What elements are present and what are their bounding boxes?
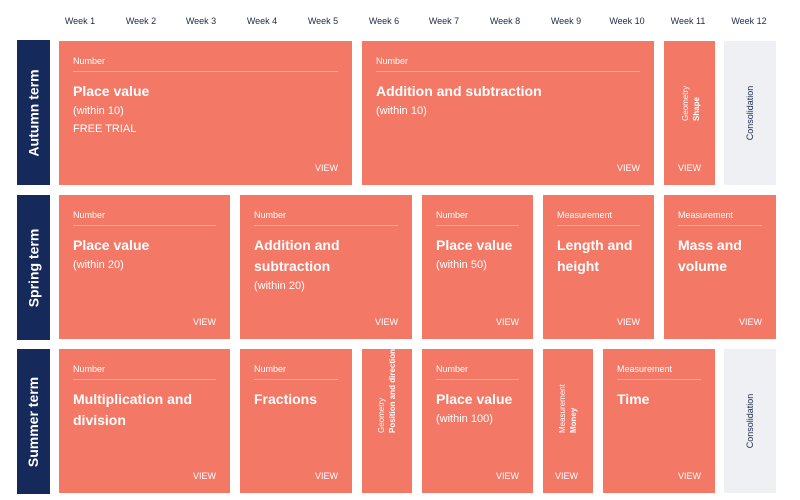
- card-title: Mass and volume: [678, 237, 742, 274]
- card-subtitle: (within 20): [73, 259, 124, 271]
- card-category: Number: [73, 364, 216, 380]
- card-title-block: Fractions: [254, 389, 342, 410]
- card-summer-position-direction[interactable]: Geometry Position and direction: [362, 349, 412, 493]
- term-label-text: Spring term: [25, 228, 42, 307]
- card-title-block: Length and height: [557, 235, 644, 277]
- week-label: Week 11: [670, 16, 706, 26]
- card-autumn-shape[interactable]: Geometry Shape VIEW: [664, 41, 715, 185]
- card-category: Measurement: [558, 384, 567, 433]
- card-summer-money[interactable]: Measurement Money VIEW: [543, 349, 593, 493]
- card-category: Number: [376, 56, 640, 72]
- card-summer-fractions[interactable]: Number Fractions VIEW: [240, 349, 352, 493]
- card-category: Number: [436, 210, 519, 226]
- card-autumn-place-value[interactable]: Number Place value (within 10) FREE TRIA…: [59, 41, 352, 185]
- week-label: Week 7: [428, 16, 460, 26]
- card-title-block: Time: [617, 389, 705, 410]
- week-label: Week 2: [125, 16, 157, 26]
- card-category: Geometry: [377, 397, 386, 433]
- free-trial-label: FREE TRIAL: [73, 123, 137, 135]
- card-title-block: Addition and subtraction (within 20): [254, 235, 402, 295]
- card-title-block: Place value (within 100): [436, 389, 523, 428]
- week-label: Week 3: [185, 16, 217, 26]
- card-subtitle: (within 10): [376, 105, 427, 117]
- term-label-text: Autumn term: [25, 68, 42, 157]
- consolidation-summer: Consolidation: [724, 349, 776, 493]
- week-label: Week 12: [731, 16, 767, 26]
- card-title-block: Addition and subtraction (within 10): [376, 81, 644, 120]
- week-label: Week 1: [64, 16, 96, 26]
- card-spring-place-value[interactable]: Number Place value (within 20) VIEW: [59, 195, 230, 339]
- card-title: Place value: [73, 237, 150, 253]
- view-link[interactable]: VIEW: [616, 317, 640, 327]
- card-category: Measurement: [557, 210, 640, 226]
- card-title: Shape: [692, 96, 701, 121]
- week-label: Week 8: [489, 16, 521, 26]
- consolidation-label: Consolidation: [745, 393, 755, 449]
- card-title: Money: [569, 407, 578, 433]
- card-spring-length-height[interactable]: Measurement Length and height VIEW: [543, 195, 654, 339]
- view-link[interactable]: VIEW: [677, 471, 701, 481]
- card-subtitle: (within 10): [73, 105, 124, 117]
- card-title-block: Multiplication and division: [73, 389, 220, 431]
- card-category: Number: [73, 56, 338, 72]
- card-category: Geometry: [681, 85, 690, 121]
- card-spring-place-value-50[interactable]: Number Place value (within 50) VIEW: [422, 195, 533, 339]
- card-title-block: Place value (within 10) FREE TRIAL: [73, 81, 342, 138]
- card-summer-multiplication-division[interactable]: Number Multiplication and division VIEW: [59, 349, 230, 493]
- view-link[interactable]: VIEW: [495, 317, 519, 327]
- card-title: Place value: [73, 83, 150, 99]
- card-title: Length and height: [557, 237, 633, 274]
- card-title: Time: [617, 391, 650, 407]
- consolidation-label: Consolidation: [745, 85, 755, 141]
- view-link[interactable]: VIEW: [192, 317, 216, 327]
- card-category: Measurement: [678, 210, 762, 226]
- card-category: Number: [73, 210, 216, 226]
- card-title: Addition and subtraction: [376, 83, 542, 99]
- term-label-spring: Spring term: [17, 195, 50, 340]
- card-category: Measurement: [617, 364, 701, 380]
- view-link[interactable]: VIEW: [738, 317, 762, 327]
- card-title-block: Place value (within 20): [73, 235, 220, 274]
- week-label: Week 4: [246, 16, 278, 26]
- consolidation-autumn: Consolidation: [724, 41, 776, 185]
- card-title-block: Place value (within 50): [436, 235, 523, 274]
- card-title-block: Mass and volume: [678, 235, 766, 277]
- card-title: Place value: [436, 237, 513, 253]
- view-link[interactable]: VIEW: [374, 317, 398, 327]
- card-category: Number: [254, 364, 338, 380]
- card-spring-mass-volume[interactable]: Measurement Mass and volume VIEW: [664, 195, 776, 339]
- term-label-text: Summer term: [25, 376, 42, 467]
- card-vertical-label: Geometry Shape: [680, 86, 702, 121]
- card-title: Fractions: [254, 391, 318, 407]
- week-label: Week 5: [307, 16, 339, 26]
- card-vertical-label: Measurement Money: [557, 384, 579, 433]
- view-link[interactable]: VIEW: [678, 163, 702, 173]
- card-summer-place-value-100[interactable]: Number Place value (within 100) VIEW: [422, 349, 533, 493]
- view-link[interactable]: VIEW: [314, 471, 338, 481]
- card-subtitle: (within 20): [254, 280, 305, 292]
- card-vertical-label: Geometry Position and direction: [376, 349, 398, 433]
- card-subtitle: (within 50): [436, 259, 487, 271]
- view-link[interactable]: VIEW: [314, 163, 338, 173]
- card-title: Addition and subtraction: [254, 237, 340, 274]
- week-label: Week 10: [609, 16, 645, 26]
- card-summer-time[interactable]: Measurement Time VIEW: [603, 349, 715, 493]
- card-autumn-addition-subtraction[interactable]: Number Addition and subtraction (within …: [362, 41, 654, 185]
- card-title: Position and direction: [388, 348, 397, 433]
- card-subtitle: (within 100): [436, 413, 493, 425]
- view-link[interactable]: VIEW: [555, 471, 579, 481]
- view-link[interactable]: VIEW: [192, 471, 216, 481]
- card-category: Number: [436, 364, 519, 380]
- view-link[interactable]: VIEW: [616, 163, 640, 173]
- view-link[interactable]: VIEW: [495, 471, 519, 481]
- term-label-summer: Summer term: [17, 349, 50, 494]
- card-title: Multiplication and division: [73, 391, 192, 428]
- card-category: Number: [254, 210, 398, 226]
- card-spring-addition-subtraction[interactable]: Number Addition and subtraction (within …: [240, 195, 412, 339]
- term-label-autumn: Autumn term: [17, 40, 50, 185]
- week-header: Week 1 Week 2 Week 3 Week 4 Week 5 Week …: [0, 0, 800, 40]
- week-label: Week 6: [368, 16, 400, 26]
- week-label: Week 9: [550, 16, 582, 26]
- card-title: Place value: [436, 391, 513, 407]
